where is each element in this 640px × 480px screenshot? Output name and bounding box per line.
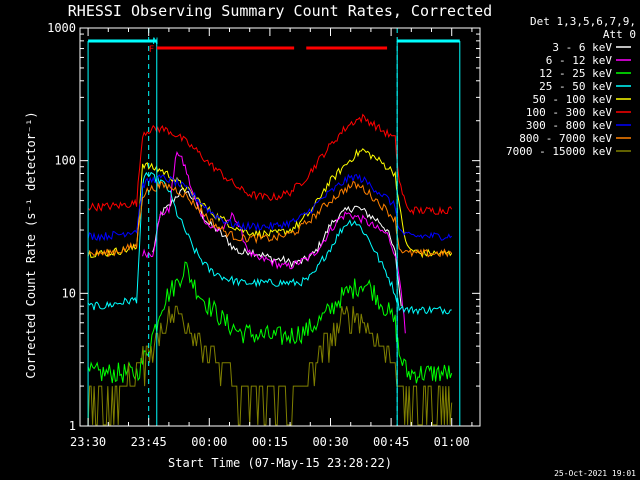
chart-title: RHESSI Observing Summary Count Rates, Co…	[68, 2, 492, 20]
legend-label: 800 - 7000 keV	[519, 132, 612, 145]
series-line	[87, 148, 453, 259]
y-tick-label: 1000	[47, 21, 76, 35]
x-tick-label: 00:30	[312, 435, 348, 449]
x-tick-label: 23:30	[70, 435, 106, 449]
series-line	[87, 113, 453, 216]
legend-header-line2: Att 0	[603, 28, 636, 41]
x-tick-label: 00:45	[373, 435, 409, 449]
x-axis-label: Start Time (07-May-15 23:28:22)	[168, 456, 392, 470]
y-tick-label: 10	[62, 286, 76, 300]
legend-label: 7000 - 15000 keV	[506, 145, 612, 158]
y-axis-label: Corrected Count Rate (s⁻¹ detector⁻¹)	[24, 111, 38, 378]
x-tick-label: 23:45	[131, 435, 167, 449]
legend-label: 300 - 800 keV	[526, 119, 612, 132]
legend-header-line1: Det 1,3,5,6,7,9,	[530, 15, 636, 28]
series-line	[87, 305, 453, 426]
footer-date: 25-Oct-2021 19:01	[554, 469, 636, 478]
legend-label: 12 - 25 keV	[539, 67, 612, 80]
plot-frame	[79, 27, 481, 427]
series-line	[87, 173, 453, 242]
series-line	[87, 171, 452, 316]
x-tick-label: 01:00	[434, 435, 470, 449]
y-tick-label: 1	[69, 419, 76, 433]
legend-label: 100 - 300 keV	[526, 106, 612, 119]
y-tick-label: 100	[54, 154, 76, 168]
legend-label: 6 - 12 keV	[546, 54, 613, 67]
x-tick-label: 00:15	[252, 435, 288, 449]
legend-label: 25 - 50 keV	[539, 80, 612, 93]
night-flag-label: N	[153, 37, 158, 47]
legend-label: 3 - 6 keV	[552, 41, 612, 54]
flare-flag-label: F	[149, 45, 154, 55]
legend-label: 50 - 100 keV	[533, 93, 613, 106]
x-tick-label: 00:00	[191, 435, 227, 449]
series-line	[87, 180, 453, 258]
series-line	[142, 151, 406, 334]
